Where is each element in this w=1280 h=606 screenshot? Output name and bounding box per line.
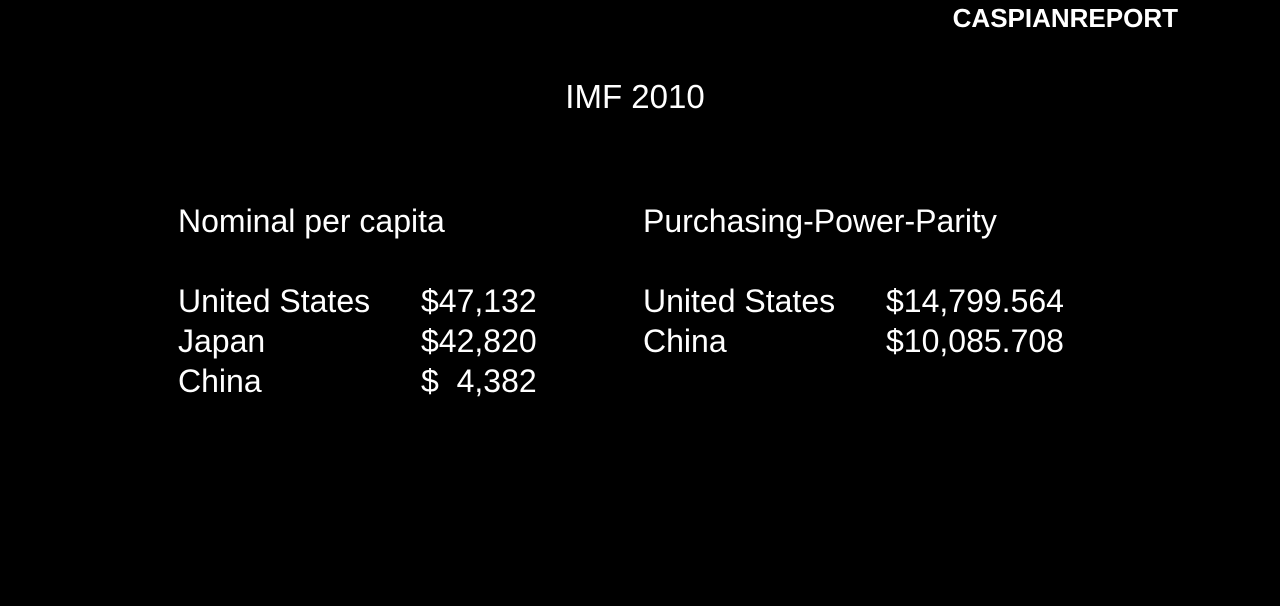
gdp-value: $47,132 — [421, 283, 537, 319]
nominal-list: United States $47,132 Japan $42,820 Chin… — [178, 281, 537, 401]
purchasing-power-parity-section: Purchasing-Power-Parity United States $1… — [643, 201, 1064, 361]
country-label: United States — [178, 283, 371, 319]
ppp-row-united-states: United States $14,799.564 — [643, 281, 1064, 321]
ppp-heading: Purchasing-Power-Parity — [643, 203, 997, 239]
nominal-row-united-states: United States $47,132 — [178, 281, 537, 321]
country-label: United States — [643, 283, 836, 319]
country-label: Japan — [178, 323, 266, 359]
ppp-row-china: China $10,085.708 — [643, 321, 1064, 361]
nominal-heading: Nominal per capita — [178, 203, 445, 239]
country-label: China — [643, 323, 727, 359]
gdp-value: $ 4,382 — [421, 363, 537, 399]
gdp-value: $42,820 — [421, 323, 537, 359]
nominal-per-capita-section: Nominal per capita United States $47,132… — [178, 201, 537, 401]
ppp-value: $10,085.708 — [886, 323, 1064, 359]
nominal-row-japan: Japan $42,820 — [178, 321, 537, 361]
ppp-value: $14,799.564 — [886, 283, 1064, 319]
ppp-list: United States $14,799.564 China $10,085.… — [643, 281, 1064, 361]
caspianreport-watermark: CASPIANREPORT — [952, 3, 1178, 33]
page-title: IMF 2010 — [565, 78, 705, 115]
country-label: China — [178, 363, 262, 399]
nominal-row-china: China $ 4,382 — [178, 361, 537, 401]
